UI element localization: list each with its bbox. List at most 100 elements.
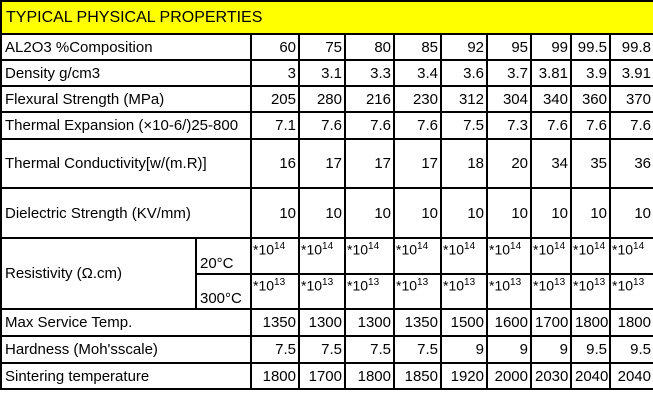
cell-value: 230	[393, 85, 442, 113]
table-title: TYPICAL PHYSICAL PROPERTIES	[0, 0, 653, 35]
cell-value: *1013	[609, 273, 653, 310]
cell-value: 2040	[570, 362, 611, 390]
cell-value: 370	[609, 85, 653, 113]
cell-value: 3.4	[393, 59, 442, 87]
cell-value: 3.7	[486, 59, 532, 87]
table-row: Dielectric Strength (KV/mm) 10 10 10 10 10 10 1…	[0, 187, 653, 239]
value-exponent: 13	[633, 277, 645, 288]
cell-value: 304	[486, 85, 532, 113]
temperature-label: 20°C	[195, 237, 252, 275]
value-base: *10	[533, 277, 555, 294]
value-exponent: 13	[417, 277, 429, 288]
cell-value: 280	[298, 85, 346, 113]
table-row: 300°C *1013 *1013 *1013 *1013 *1013 *1013 *1013…	[1, 273, 653, 310]
cell-value: 216	[344, 85, 395, 113]
value-exponent: 14	[464, 241, 476, 252]
value-base: *10	[253, 277, 275, 294]
cell-value: 312	[440, 85, 488, 113]
cell-value: 360	[570, 85, 611, 113]
cell-value: 7.5	[344, 335, 395, 364]
cell-value: *1014	[393, 237, 442, 275]
table-row: Max Service Temp. 1350 1300 1300 1350 1500 160…	[0, 308, 653, 337]
cell-value: 10	[298, 187, 346, 239]
value-base: *10	[301, 277, 323, 294]
table-row: Sintering temperature 1800 1700 1800 1850 192…	[0, 362, 653, 390]
cell-value: 10	[393, 187, 442, 239]
cell-value: 16	[250, 138, 300, 189]
cell-value: 35	[570, 138, 611, 189]
cell-value: 95	[486, 33, 532, 61]
value-base: *10	[573, 241, 595, 258]
cell-value: 3.9	[570, 59, 611, 87]
value-exponent: 14	[633, 241, 645, 252]
cell-value: *1014	[486, 237, 532, 275]
table-row: Flexural Strength (MPa) 205 280 216 230 312 30…	[0, 85, 653, 113]
value-base: *10	[301, 241, 323, 258]
cell-value: 17	[298, 138, 346, 189]
cell-value: 9	[486, 335, 532, 364]
cell-value: 3.6	[440, 59, 488, 87]
value-exponent: 13	[322, 277, 334, 288]
value-base: *10	[347, 241, 369, 258]
cell-value: 1800	[609, 308, 653, 337]
cell-value: 85	[393, 33, 442, 61]
cell-value: *1013	[530, 273, 572, 310]
cell-value: 1700	[530, 308, 572, 337]
cell-value: 9.5	[570, 335, 611, 364]
cell-value: 9	[440, 335, 488, 364]
cell-value: 7.5	[298, 335, 346, 364]
cell-value: 10	[344, 187, 395, 239]
cell-value: 1800	[570, 308, 611, 337]
row-label: Max Service Temp.	[0, 308, 252, 337]
cell-value: 3.3	[344, 59, 395, 87]
cell-value: 1800	[250, 362, 300, 390]
cell-value: 36	[609, 138, 653, 189]
cell-value: *1014	[344, 237, 395, 275]
cell-value: 60	[250, 33, 300, 61]
value-exponent: 14	[322, 241, 334, 252]
cell-value: 99	[530, 33, 572, 61]
value-exponent: 13	[464, 277, 476, 288]
row-label: Resistivity (Ω.cm)	[0, 237, 197, 310]
value-exponent: 13	[368, 277, 380, 288]
value-base: *10	[573, 277, 595, 294]
cell-value: 9	[530, 335, 572, 364]
cell-value: *1013	[570, 273, 611, 310]
cell-value: 1350	[393, 308, 442, 337]
cell-value: 92	[440, 33, 488, 61]
cell-value: 34	[530, 138, 572, 189]
cell-value: 2040	[609, 362, 653, 390]
value-exponent: 14	[274, 241, 286, 252]
cell-value: *1013	[344, 273, 395, 310]
row-label: Sintering temperature	[0, 362, 252, 390]
cell-value: *1013	[486, 273, 532, 310]
value-base: *10	[253, 241, 275, 258]
cell-value: 7.1	[250, 111, 300, 140]
cell-value: *1014	[570, 237, 611, 275]
cell-value: 2000	[486, 362, 532, 390]
cell-value: 7.6	[530, 111, 572, 140]
cell-value: 10	[486, 187, 532, 239]
value-base: *10	[443, 241, 465, 258]
row-label: Density g/cm3	[0, 59, 252, 87]
cell-value: 10	[570, 187, 611, 239]
table-row: Hardness (Moh'sscale) 7.5 7.5 7.5 7.5 9 9 9 9.5 9…	[0, 335, 653, 364]
cell-value: 18	[440, 138, 488, 189]
cell-value: 10	[530, 187, 572, 239]
cell-value: 1300	[298, 308, 346, 337]
cell-value: 7.6	[609, 111, 653, 140]
value-base: *10	[489, 241, 511, 258]
value-exponent: 14	[417, 241, 429, 252]
value-base: *10	[396, 241, 418, 258]
table-row: Density g/cm3 3 3.1 3.3 3.4 3.6 3.7 3.81 3.9 3.91	[0, 59, 653, 87]
table-row: Thermal Expansion (×10-6/)25-800 7.1 7.6 7.…	[0, 111, 653, 140]
cell-value: 20	[486, 138, 532, 189]
cell-value: 1800	[344, 362, 395, 390]
row-label: AL2O3 %Composition	[0, 33, 252, 61]
value-exponent: 14	[554, 241, 566, 252]
cell-value: 1500	[440, 308, 488, 337]
cell-value: 2030	[530, 362, 572, 390]
cell-value: 9.5	[609, 335, 653, 364]
cell-value: 99.8	[609, 33, 653, 61]
cell-value: 205	[250, 85, 300, 113]
